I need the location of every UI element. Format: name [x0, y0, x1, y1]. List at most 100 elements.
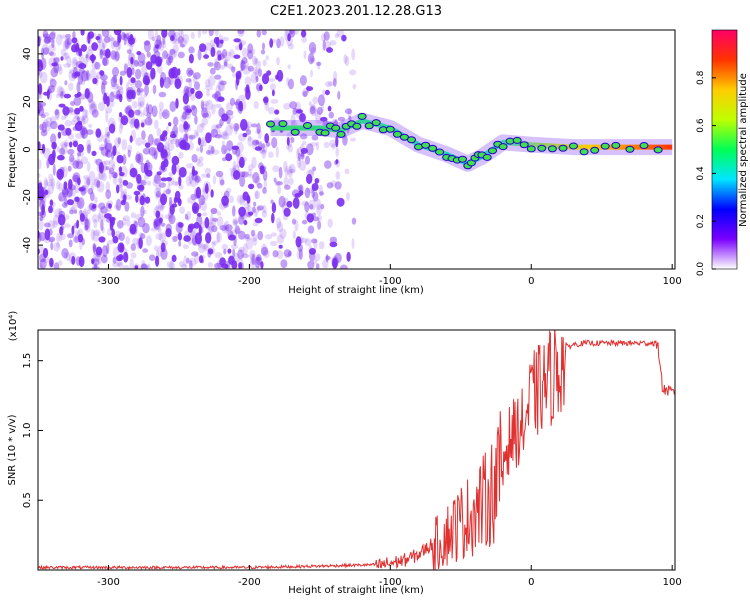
- noise-speck: [126, 38, 131, 47]
- noise-speck: [131, 67, 135, 76]
- noise-speck: [114, 204, 120, 210]
- noise-speck: [104, 36, 111, 43]
- noise-speck: [194, 188, 199, 199]
- noise-speck: [112, 74, 118, 84]
- noise-speck: [75, 159, 83, 165]
- noise-speck: [285, 30, 291, 38]
- noise-speck: [91, 150, 97, 157]
- noise-speck: [273, 177, 277, 183]
- noise-speck: [168, 68, 176, 79]
- noise-speck: [250, 253, 254, 265]
- noise-speck: [199, 43, 207, 52]
- noise-speck: [181, 264, 188, 269]
- noise-speck: [154, 245, 159, 252]
- noise-speck: [314, 108, 318, 120]
- noise-speck: [42, 119, 49, 129]
- noise-speck: [172, 180, 179, 186]
- noise-speck: [38, 199, 41, 207]
- noise-speck: [137, 216, 146, 228]
- noise-speck: [54, 108, 60, 119]
- noise-speck: [84, 88, 90, 99]
- snr-series: [38, 330, 675, 570]
- noise-speck: [223, 248, 227, 255]
- noise-speck: [188, 223, 196, 230]
- noise-speck: [86, 178, 91, 186]
- noise-speck: [293, 30, 299, 35]
- noise-speck: [155, 190, 161, 198]
- noise-speck: [283, 102, 291, 110]
- noise-speck: [129, 34, 134, 40]
- signal-blob: [625, 145, 635, 153]
- noise-speck: [108, 169, 112, 180]
- noise-speck: [191, 170, 198, 176]
- noise-speck: [222, 36, 229, 42]
- noise-speck: [187, 69, 195, 76]
- noise-speck: [211, 124, 219, 134]
- noise-speck: [38, 82, 42, 92]
- noise-speck: [137, 61, 144, 67]
- noise-speck: [139, 89, 143, 97]
- spectrogram-x-ticks: -300 -200 -100 0 100: [97, 264, 682, 287]
- noise-speck: [315, 263, 320, 269]
- noise-speck: [47, 229, 53, 236]
- noise-speck: [232, 248, 236, 258]
- noise-speck: [118, 166, 123, 173]
- noise-speck: [143, 106, 149, 117]
- signal-blob: [547, 145, 557, 153]
- noise-speck: [129, 118, 135, 129]
- noise-speck: [116, 184, 120, 194]
- noise-speck: [61, 186, 69, 198]
- noise-speck: [102, 245, 108, 257]
- noise-speck: [75, 200, 83, 208]
- signal-blob: [482, 153, 492, 161]
- noise-speck: [194, 173, 200, 186]
- noise-speck: [329, 241, 338, 248]
- noise-speck: [51, 62, 58, 67]
- noise-speck: [98, 41, 105, 52]
- noise-speck: [272, 165, 280, 173]
- noise-speck: [43, 147, 51, 159]
- noise-speck: [151, 35, 158, 42]
- noise-speck: [38, 219, 44, 231]
- noise-speck: [247, 211, 254, 216]
- noise-speck: [96, 181, 105, 193]
- noise-speck: [149, 254, 156, 261]
- noise-speck: [98, 202, 106, 210]
- noise-speck: [65, 127, 72, 136]
- noise-speck: [346, 192, 350, 201]
- noise-speck: [275, 146, 279, 158]
- x-tick-label: -300: [97, 276, 120, 287]
- noise-speck: [261, 210, 268, 218]
- noise-speck: [334, 252, 342, 264]
- noise-speck: [316, 61, 322, 66]
- noise-speck: [210, 146, 215, 155]
- noise-speck: [49, 85, 57, 90]
- noise-speck: [188, 77, 193, 90]
- noise-speck: [60, 48, 66, 57]
- noise-speck: [150, 54, 158, 64]
- noise-speck: [350, 137, 356, 142]
- signal-trace: [266, 112, 673, 172]
- noise-speck: [170, 139, 178, 145]
- noise-speck: [98, 169, 103, 180]
- noise-speck: [106, 243, 110, 255]
- noise-speck: [40, 129, 48, 137]
- noise-speck: [58, 66, 63, 75]
- noise-speck: [117, 85, 124, 91]
- noise-speck: [296, 109, 303, 114]
- signal-blob: [653, 146, 663, 154]
- noise-speck: [301, 200, 309, 206]
- noise-speck: [140, 260, 146, 269]
- noise-speck: [49, 116, 57, 125]
- noise-speck: [71, 203, 77, 214]
- noise-speck: [130, 212, 136, 219]
- noise-speck: [335, 171, 341, 180]
- signal-blob: [364, 122, 374, 130]
- noise-speck: [118, 90, 123, 96]
- noise-speck: [196, 94, 201, 100]
- noise-speck: [255, 76, 259, 83]
- noise-speck: [194, 232, 202, 245]
- colorbar-tick-label: 0.2: [696, 214, 706, 228]
- noise-speck: [105, 150, 109, 157]
- noise-speck: [135, 109, 141, 117]
